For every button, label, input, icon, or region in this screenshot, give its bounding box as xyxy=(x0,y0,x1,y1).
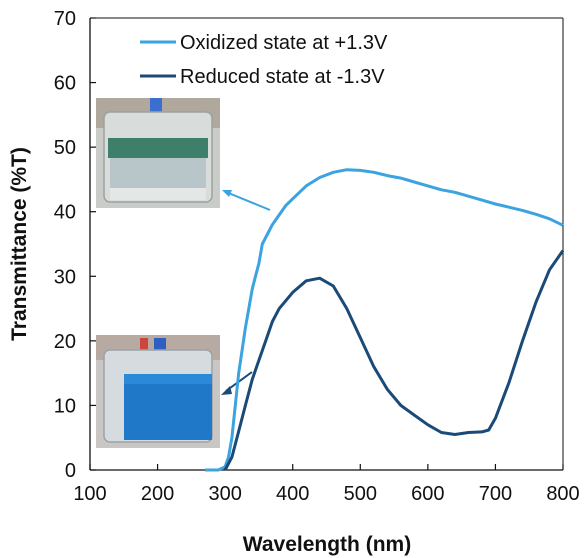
photo-oxidized-vial xyxy=(96,98,220,208)
y-tick-label: 10 xyxy=(54,395,76,417)
legend-label-reduced: Reduced state at -1.3V xyxy=(180,66,385,88)
x-tick-label: 100 xyxy=(73,483,106,505)
y-tick-label: 70 xyxy=(54,8,76,30)
x-axis-title: Wavelength (nm) xyxy=(243,533,411,556)
y-tick-label: 60 xyxy=(54,73,76,95)
y-axis-title: Transmittance (%T) xyxy=(8,147,31,341)
arrow-to-oxidized xyxy=(225,191,271,211)
y-tick-label: 30 xyxy=(54,266,76,288)
annotation-arrows xyxy=(221,190,271,395)
x-tick-label: 400 xyxy=(276,483,309,505)
series-layer xyxy=(204,168,565,472)
x-tick-label: 500 xyxy=(344,483,377,505)
x-tick-label: 600 xyxy=(411,483,444,505)
y-ticks: 0 10 20 30 40 50 60 70 xyxy=(54,8,96,482)
series-line-oxidized xyxy=(204,168,564,472)
y-tick-label: 50 xyxy=(54,137,76,159)
plot-area xyxy=(89,17,564,471)
legend-label-oxidized: Oxidized state at +1.3V xyxy=(180,32,388,54)
x-ticks: 100 200 300 400 500 600 700 800 xyxy=(73,464,580,505)
legend: Oxidized state at +1.3V Reduced state at… xyxy=(140,32,388,88)
series-line-reduced xyxy=(223,249,565,471)
y-tick-label: 0 xyxy=(65,460,76,482)
y-tick-label: 20 xyxy=(54,331,76,353)
x-tick-label: 300 xyxy=(208,483,241,505)
x-tick-label: 700 xyxy=(479,483,512,505)
x-tick-label: 800 xyxy=(546,483,579,505)
photo-reduced-vial xyxy=(96,335,220,448)
x-tick-label: 200 xyxy=(141,483,174,505)
y-tick-label: 40 xyxy=(54,202,76,224)
